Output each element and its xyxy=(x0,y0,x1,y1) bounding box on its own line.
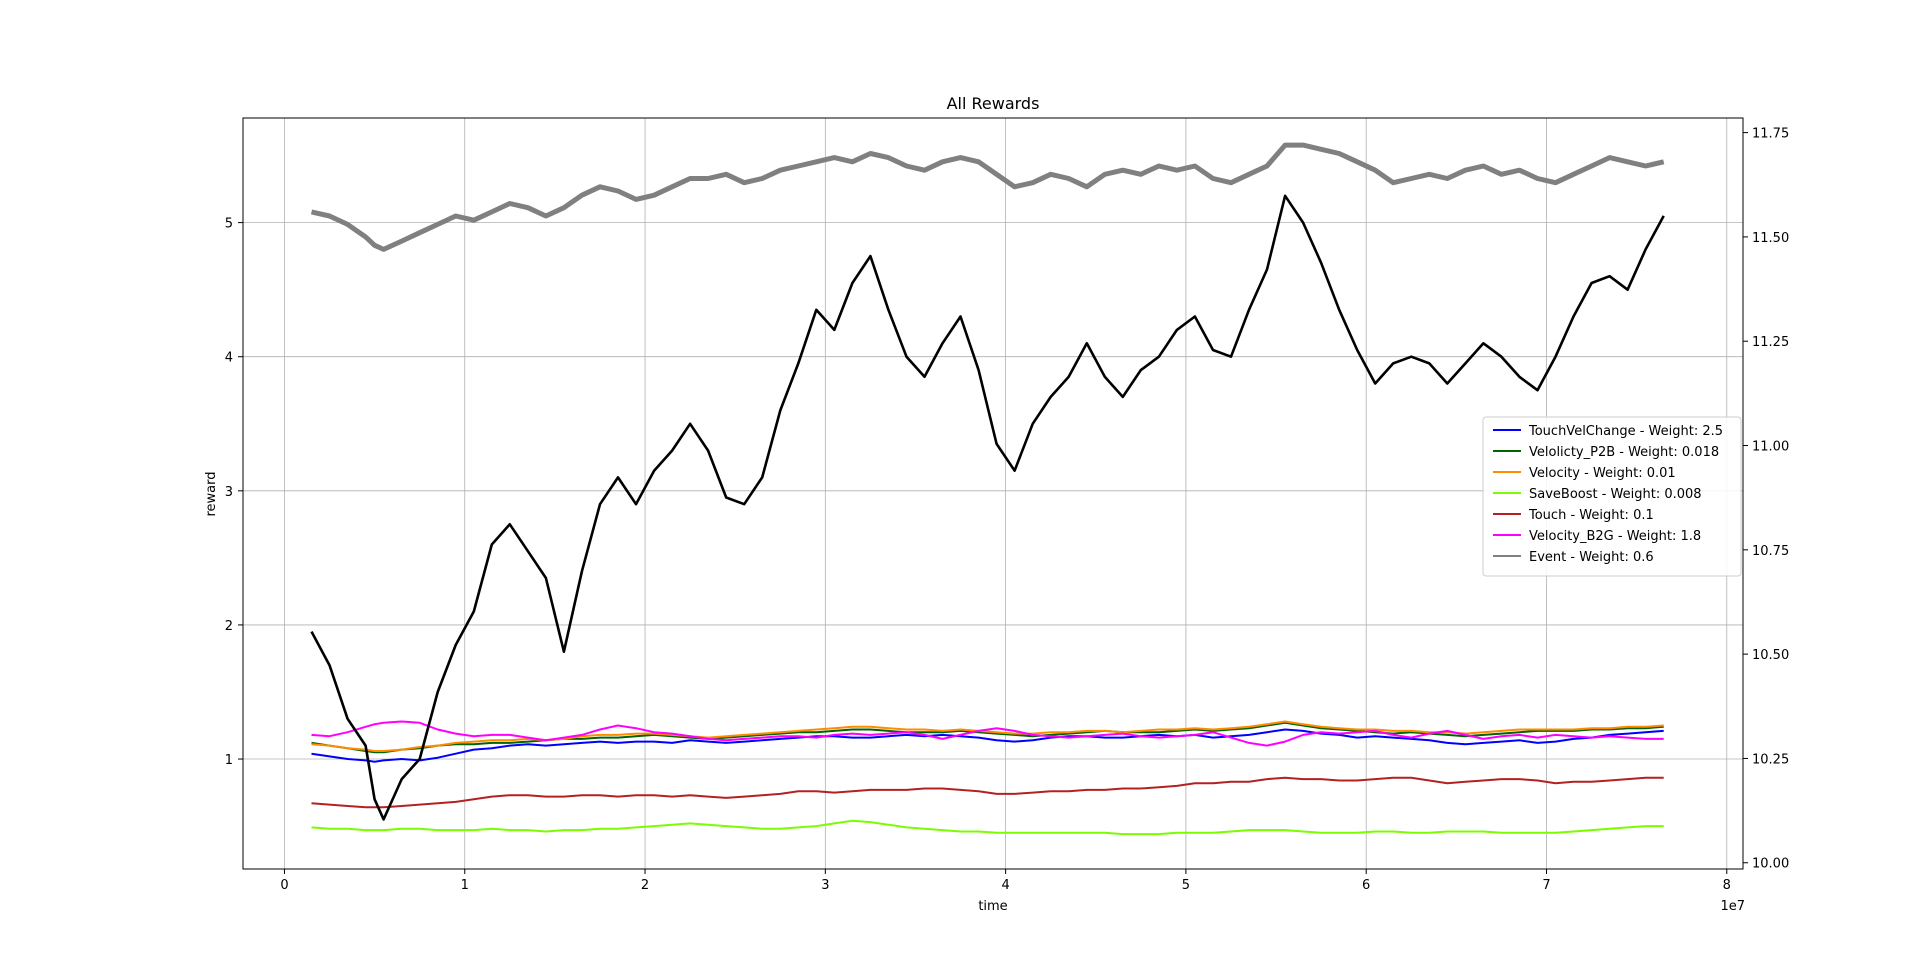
y2-tick-label-5: 11.25 xyxy=(1752,335,1789,350)
grid-lines xyxy=(243,118,1743,869)
x-tick-label-0: 0 xyxy=(280,878,288,893)
x-tick-label-6: 6 xyxy=(1362,878,1370,893)
plot-area-frame xyxy=(242,117,1744,870)
y2-tick-label-4: 11.00 xyxy=(1752,440,1789,455)
series-lines xyxy=(310,142,1665,836)
y2-tick-label-7: 11.75 xyxy=(1752,127,1789,142)
y-tick-label-4: 5 xyxy=(225,217,233,232)
series-line-5 xyxy=(311,720,1664,747)
x-tick-label-2: 2 xyxy=(641,878,649,893)
chart-title: All Rewards xyxy=(947,94,1040,113)
legend-label-2: Velocity - Weight: 0.01 xyxy=(1529,466,1676,481)
legend-label-4: Touch - Weight: 0.1 xyxy=(1528,508,1654,523)
series-line-1 xyxy=(311,721,1664,754)
x-tick-label-4: 4 xyxy=(1001,878,1009,893)
y-tick-label-2: 3 xyxy=(225,485,233,500)
x-tick-label-3: 3 xyxy=(821,878,829,893)
y-axis-label: reward xyxy=(204,471,219,516)
x-axis-label: time xyxy=(978,899,1007,914)
y-tick-label-3: 4 xyxy=(225,351,233,366)
series-line-4 xyxy=(311,776,1664,809)
legend: TouchVelChange - Weight: 2.5 Velolicty_P2… xyxy=(1482,416,1742,577)
series-line-7 xyxy=(310,194,1665,821)
legend-label-5: Velocity_B2G - Weight: 1.8 xyxy=(1529,529,1701,544)
y2-tick-label-6: 11.50 xyxy=(1752,231,1789,246)
axes: 0 1 2 3 4 5 6 7 8 1 2 3 4 5 10.00 10.25 10.50 10.75 11.00 1… xyxy=(225,127,1790,893)
y-tick-label-0: 1 xyxy=(225,753,233,768)
legend-label-0: TouchVelChange - Weight: 2.5 xyxy=(1528,424,1723,439)
y2-tick-label-0: 10.00 xyxy=(1752,857,1789,872)
legend-box xyxy=(1482,416,1742,577)
x-axis-exponent-label: 1e7 xyxy=(1720,899,1745,914)
x-tick-label-8: 8 xyxy=(1723,878,1731,893)
legend-label-3: SaveBoost - Weight: 0.008 xyxy=(1529,487,1702,502)
legend-label-1: Velolicty_P2B - Weight: 0.018 xyxy=(1529,445,1719,460)
series-line-0 xyxy=(311,728,1664,763)
y2-tick-label-1: 10.25 xyxy=(1752,752,1789,767)
x-tick-label-7: 7 xyxy=(1542,878,1550,893)
x-tick-label-1: 1 xyxy=(461,878,469,893)
series-line-3 xyxy=(311,819,1664,836)
y2-tick-label-2: 10.50 xyxy=(1752,648,1789,663)
series-line-6 xyxy=(310,142,1665,252)
x-tick-label-5: 5 xyxy=(1182,878,1190,893)
y2-tick-label-3: 10.75 xyxy=(1752,544,1789,559)
legend-label-6: Event - Weight: 0.6 xyxy=(1529,550,1654,565)
y-tick-label-1: 2 xyxy=(225,619,233,634)
